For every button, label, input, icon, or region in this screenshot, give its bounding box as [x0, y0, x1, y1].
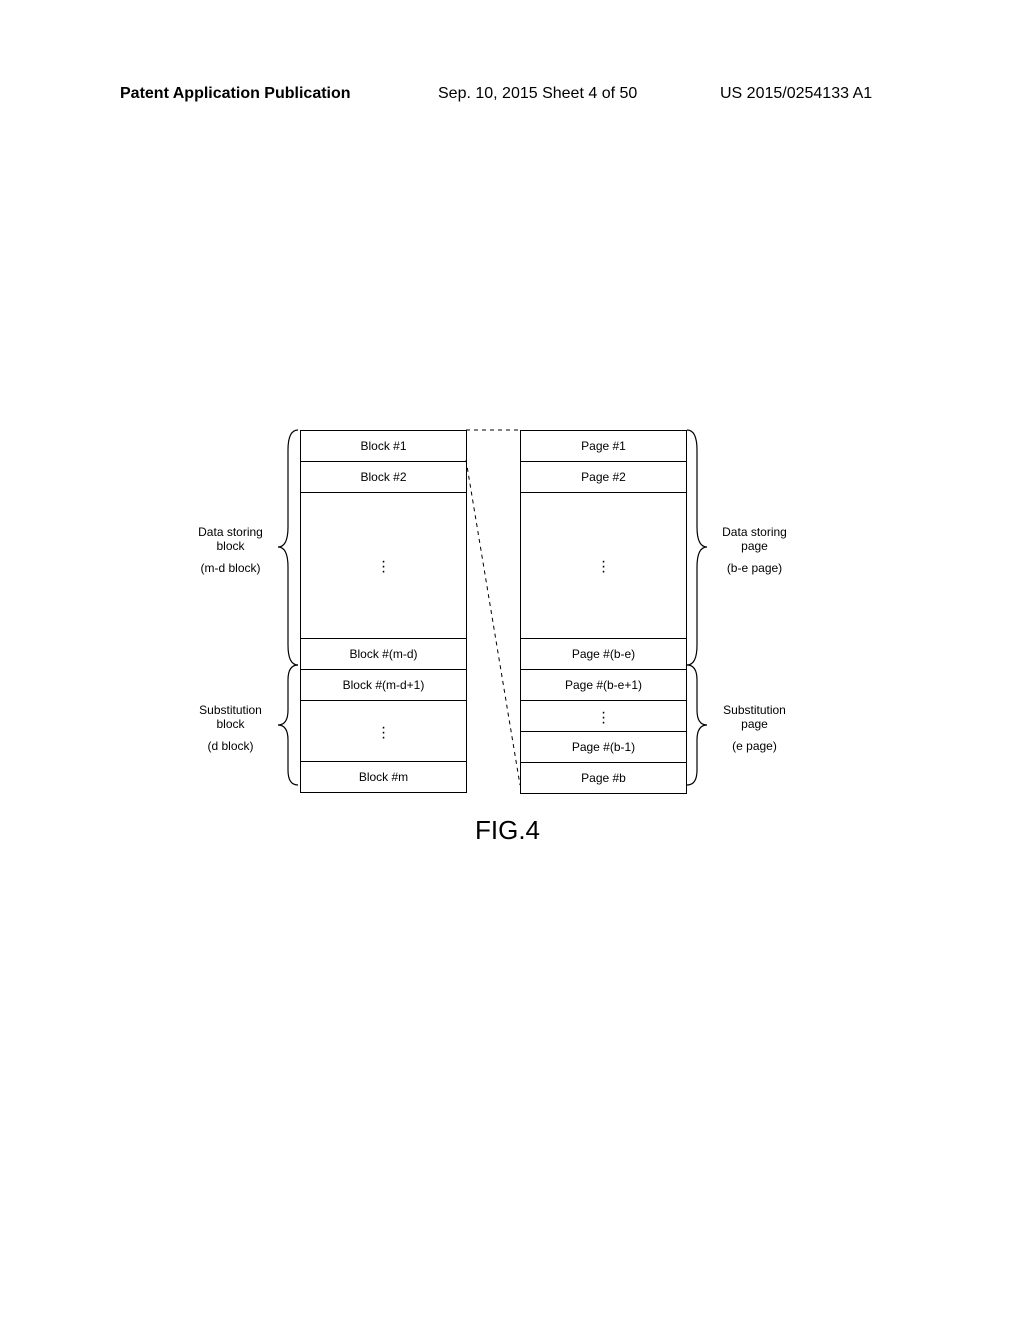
- right-brace-top: [685, 430, 707, 665]
- label-line: page: [712, 539, 797, 553]
- header-docnum: US 2015/0254133 A1: [720, 85, 872, 103]
- label-line: page: [712, 717, 797, 731]
- projection-lines: [0, 430, 700, 830]
- label-line: block: [188, 539, 273, 553]
- label-line: Substitution: [188, 703, 273, 717]
- label-line: Data storing: [712, 525, 797, 539]
- left-brace-bottom: [278, 665, 300, 785]
- right-brace-bottom: [685, 665, 707, 785]
- label-line: (e page): [712, 739, 797, 753]
- label-data-storing-page: Data storing page (b-e page): [712, 525, 797, 575]
- left-brace-top: [278, 430, 300, 665]
- label-line: Substitution: [712, 703, 797, 717]
- label-substitution-page: Substitution page (e page): [712, 703, 797, 753]
- label-line: block: [188, 717, 273, 731]
- label-line: (d block): [188, 739, 273, 753]
- label-line: (m-d block): [188, 561, 273, 575]
- label-line: Data storing: [188, 525, 273, 539]
- label-data-storing-block: Data storing block (m-d block): [188, 525, 273, 575]
- header-publication: Patent Application Publication: [120, 85, 351, 103]
- header-sheet: Sep. 10, 2015 Sheet 4 of 50: [438, 85, 637, 103]
- figure-caption: FIG.4: [475, 815, 540, 846]
- label-line: (b-e page): [712, 561, 797, 575]
- label-substitution-block: Substitution block (d block): [188, 703, 273, 753]
